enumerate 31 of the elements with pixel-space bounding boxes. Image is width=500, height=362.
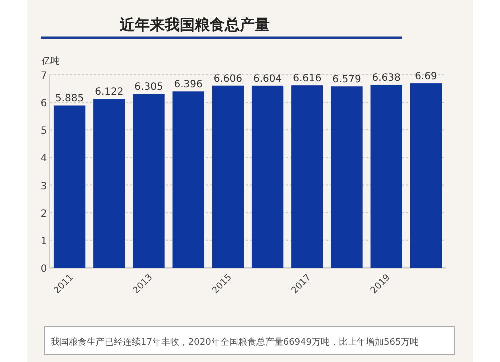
y-tick-label: 1 <box>40 236 48 248</box>
y-tick-label: 0 <box>40 264 48 275</box>
y-tick-label: 4 <box>40 154 48 165</box>
data-label: 6.604 <box>253 74 282 85</box>
text: 我国粮食生产已经连续17年丰收，2020年全国粮食总产量66949万吨，比上年增加565万吨 <box>51 337 420 348</box>
y-tick-label: 7 <box>40 71 48 82</box>
data-label: 6.616 <box>293 74 322 85</box>
data-label: 6.638 <box>372 72 401 84</box>
bar <box>212 86 244 268</box>
data-label: 6.69 <box>415 72 438 83</box>
bar <box>133 94 165 268</box>
data-label: 6.122 <box>95 87 124 98</box>
bar <box>292 86 324 268</box>
bar <box>54 106 86 268</box>
y-axis-title: 亿吨 <box>41 56 60 67</box>
bar <box>172 92 204 268</box>
y-tick-label: 5 <box>40 126 48 138</box>
chart-title: 近年来我国粮食总产量 <box>119 16 270 34</box>
bar <box>94 99 126 268</box>
data-label: 6.579 <box>332 74 362 86</box>
data-label: 5.885 <box>55 94 84 105</box>
bar <box>252 86 284 268</box>
bar <box>410 84 442 268</box>
data-label: 6.396 <box>174 80 203 91</box>
bar <box>331 86 363 268</box>
bar <box>370 84 402 268</box>
data-label: 6.606 <box>214 74 243 85</box>
data-label: 6.305 <box>134 82 164 94</box>
y-tick-label: 3 <box>40 181 48 192</box>
y-tick-label: 2 <box>40 208 48 220</box>
y-tick-label: 6 <box>40 98 48 110</box>
